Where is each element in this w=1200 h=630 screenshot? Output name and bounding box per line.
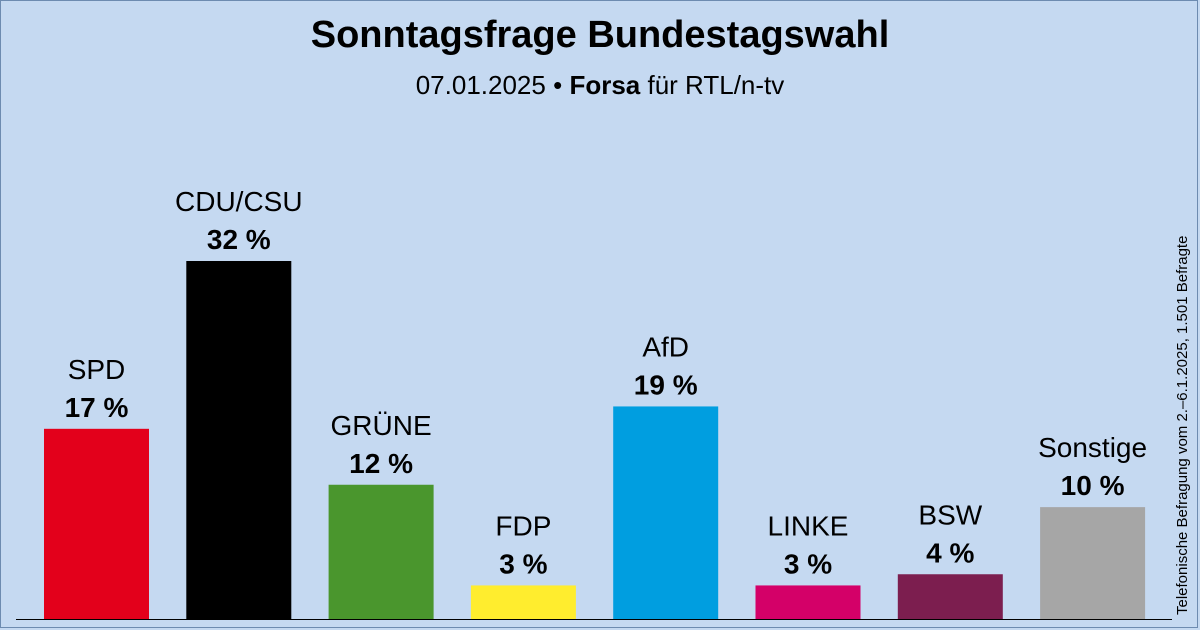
bar-spd — [44, 428, 149, 619]
poll-date: 07.01.2025 — [415, 70, 546, 100]
subtitle-separator: • — [553, 70, 563, 100]
chart-title: Sonntagsfrage Bundestagswahl — [310, 14, 890, 56]
value-label-spd: 17 % — [65, 392, 129, 423]
bar-fdp — [470, 585, 576, 619]
bar-sonstige — [1040, 507, 1146, 619]
category-label-sonstige: Sonstige — [1038, 432, 1147, 463]
value-label-sonstige: 10 % — [1061, 470, 1125, 501]
bar-cdu-csu — [186, 261, 292, 619]
value-label-gruene: 12 % — [349, 448, 413, 479]
category-label-afd: AfD — [642, 331, 689, 362]
poll-institute: Forsa — [569, 70, 641, 100]
category-label-cdu-csu: CDU/CSU — [175, 186, 303, 217]
category-label-spd: SPD — [68, 354, 126, 385]
value-label-afd: 19 % — [634, 369, 698, 400]
bar-linke — [755, 585, 861, 619]
category-label-linke: LINKE — [768, 510, 849, 541]
value-label-linke: 3 % — [784, 548, 832, 579]
value-label-bsw: 4 % — [926, 537, 974, 568]
survey-note: Telefonische Befragung vom 2.–6.1.2025, … — [1174, 235, 1191, 615]
bar-afd — [613, 406, 719, 619]
value-label-fdp: 3 % — [499, 548, 547, 579]
poll-client: für RTL/n-tv — [647, 70, 785, 100]
category-label-gruene: GRÜNE — [331, 410, 432, 441]
bar-gruene — [328, 484, 434, 619]
value-label-cdu-csu: 32 % — [207, 224, 271, 255]
category-label-bsw: BSW — [918, 499, 982, 530]
bar-bsw — [897, 574, 1003, 619]
category-label-fdp: FDP — [495, 510, 551, 541]
chart-subtitle: 07.01.2025 • Forsa für RTL/n-tv — [0, 70, 1200, 101]
